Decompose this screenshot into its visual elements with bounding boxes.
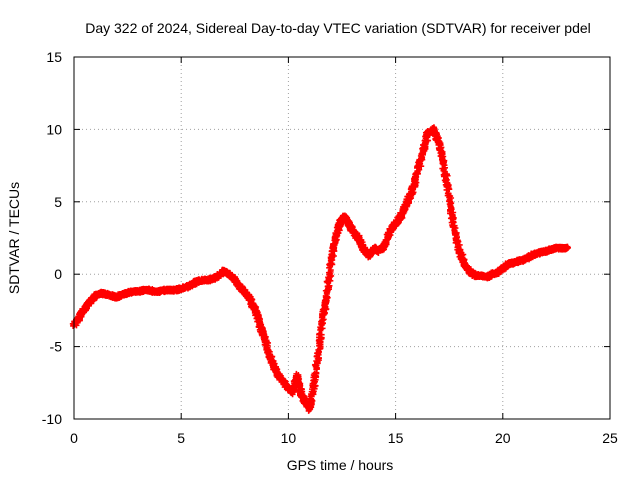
x-tick-label: 5	[177, 430, 185, 446]
y-tick-label: -5	[50, 339, 63, 355]
x-tick-label: 25	[602, 430, 618, 446]
y-tick-label: 0	[54, 266, 62, 282]
y-tick-label: 15	[46, 49, 62, 65]
x-tick-label: 0	[70, 430, 78, 446]
data-points	[69, 124, 571, 414]
chart-title: Day 322 of 2024, Sidereal Day-to-day VTE…	[85, 20, 591, 36]
x-tick-labels: 0 5 10 15 20 25	[70, 430, 618, 446]
x-tick-label: 20	[495, 430, 511, 446]
grid	[74, 57, 610, 419]
x-tick-label: 15	[388, 430, 404, 446]
y-axis-label: SDTVAR / TECUs	[6, 182, 22, 294]
y-tick-labels: -10 -5 0 5 10 15	[42, 49, 62, 427]
x-tick-label: 10	[281, 430, 297, 446]
axis-ticks	[73, 56, 611, 420]
plot-frame	[73, 56, 611, 420]
y-tick-label: 10	[46, 121, 62, 137]
x-axis-label: GPS time / hours	[287, 457, 394, 473]
y-tick-label: -10	[42, 411, 62, 427]
y-tick-label: 5	[54, 194, 62, 210]
